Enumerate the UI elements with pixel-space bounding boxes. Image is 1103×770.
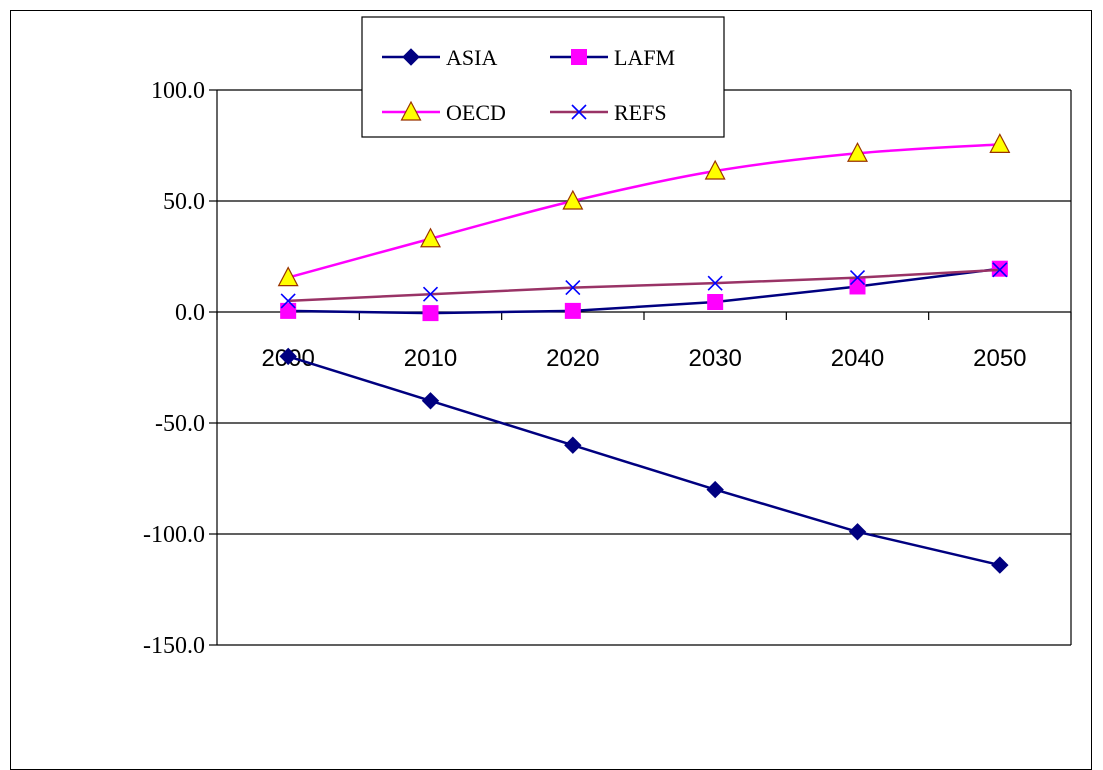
data-point-refs: [992, 262, 1008, 278]
x-tick-label: 2010: [404, 345, 457, 372]
series-line-refs: [288, 268, 1000, 303]
y-tick-label: 0.0: [175, 300, 205, 326]
x-tick-label: 2040: [831, 345, 884, 372]
legend-marker-asia: [402, 48, 420, 66]
data-point-oecd: [277, 266, 299, 287]
data-point-asia: [848, 523, 867, 541]
y-tick-label: -50.0: [155, 411, 205, 437]
data-point-refs: [422, 286, 439, 302]
legend-marker-lafm: [571, 49, 587, 65]
y-tick-label: -150.0: [143, 633, 205, 659]
data-point-asia: [706, 480, 724, 499]
data-point-asia: [564, 436, 582, 454]
data-point-oecd: [989, 133, 1011, 153]
data-point-refs: [565, 280, 581, 296]
y-tick-label: -100.0: [143, 522, 205, 548]
y-tick-label: 100.0: [151, 78, 205, 104]
data-point-asia: [279, 347, 297, 366]
data-point-asia: [991, 556, 1009, 574]
y-tick-label: 50.0: [163, 189, 205, 215]
legend-label-asia: ASIA: [446, 45, 497, 70]
data-point-oecd: [847, 141, 868, 162]
x-tick-label: 2020: [546, 345, 599, 372]
data-point-refs: [707, 275, 723, 291]
data-point-lafm: [707, 294, 724, 311]
data-point-oecd: [420, 227, 441, 248]
data-point-refs: [849, 270, 866, 286]
data-point-oecd: [562, 189, 584, 210]
data-point-oecd: [704, 159, 726, 180]
legend: [361, 16, 725, 138]
series-line-asia: [287, 355, 1001, 567]
legend-marker-oecd: [400, 100, 422, 121]
legend-label-lafm: LAFM: [614, 45, 675, 70]
legend-label-oecd: OECD: [446, 100, 506, 125]
x-tick-label: 2050: [973, 345, 1026, 372]
series-line-oecd: [287, 143, 1000, 279]
legend-label-refs: REFS: [614, 100, 667, 125]
data-point-asia: [421, 392, 440, 410]
data-point-lafm: [280, 302, 297, 319]
x-tick-label: 2030: [688, 345, 741, 372]
data-point-lafm: [422, 305, 439, 322]
data-point-lafm: [849, 278, 866, 295]
series-line-lafm: [288, 267, 1000, 315]
data-point-refs: [280, 293, 296, 309]
data-point-lafm: [564, 302, 581, 319]
legend-marker-refs: [571, 104, 587, 120]
